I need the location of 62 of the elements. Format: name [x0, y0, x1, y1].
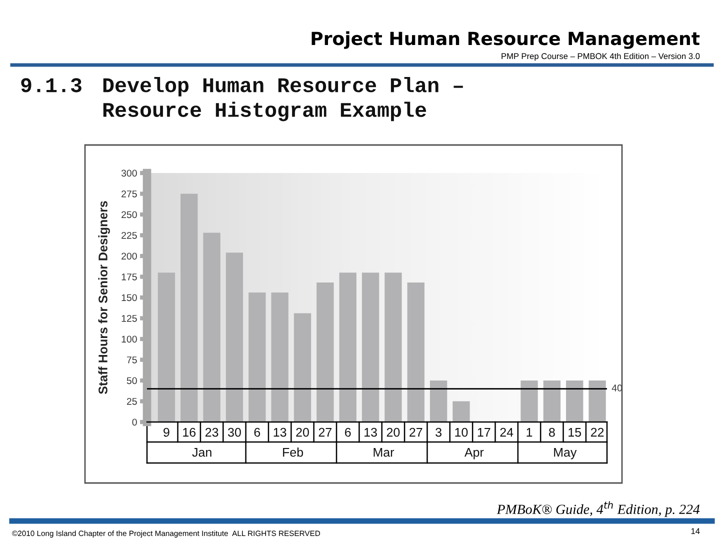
- x2-tick-label: Mar: [374, 448, 394, 457]
- bar: [588, 380, 606, 422]
- y-tick-label: 25: [126, 398, 137, 405]
- x-tick-label: 17: [478, 428, 490, 437]
- y-tick-label: 250: [122, 211, 137, 218]
- x-tick-label: 10: [455, 428, 468, 437]
- x-tick-label: 6: [345, 428, 351, 437]
- bar: [316, 282, 334, 422]
- x-tick-label: 27: [410, 428, 422, 437]
- chart-title: Project Human Resource Management: [312, 31, 700, 49]
- x-tick-label: 1: [526, 428, 532, 437]
- bar: [520, 380, 538, 422]
- x-tick-label: 6: [254, 428, 260, 437]
- chart-subtitle: 9.1.3 Develop Human Resource Plan – Resource Histogram Example: [21, 77, 463, 122]
- bar: [248, 292, 266, 422]
- x-tick-label: 13: [364, 428, 377, 437]
- x-tick-label: 27: [318, 428, 332, 437]
- y-tick-label: 0: [132, 418, 137, 426]
- y-tick-label: 125: [122, 314, 137, 322]
- x-tick-label: 20: [386, 428, 400, 437]
- y-tick-label: 50: [126, 377, 137, 384]
- bar: [158, 272, 176, 422]
- bar: [180, 194, 198, 422]
- x-tick-label: 30: [228, 428, 241, 437]
- bar: [384, 272, 402, 422]
- bar: [407, 282, 424, 422]
- bar: [430, 380, 448, 422]
- x-tick-label: 9: [164, 428, 170, 437]
- bar: [362, 272, 380, 422]
- x-tick-label: 23: [205, 428, 218, 437]
- bar: [339, 272, 356, 422]
- x2-tick-label: Feb: [283, 448, 304, 457]
- bar: [452, 401, 470, 422]
- y-tick-label: 200: [122, 252, 137, 260]
- x-tick-label: 3: [436, 428, 442, 437]
- x2-tick-label: Apr: [464, 448, 484, 460]
- x-tick-label: 24: [500, 428, 514, 437]
- y-axis-title: Staff Hours for Senior Designers: [98, 201, 110, 394]
- x2-tick-label: May: [554, 448, 577, 460]
- x-tick-label: 20: [296, 428, 309, 437]
- y-tick-label: 275: [122, 190, 137, 198]
- x-tick-label: 16: [183, 428, 196, 437]
- text: 14: [691, 528, 700, 534]
- x-tick-label: 15: [568, 428, 582, 437]
- x-tick-label: 8: [548, 428, 555, 437]
- y-tick-label: 75: [126, 356, 137, 364]
- text: PMP Prep Course – PMBOK 4th Edition – Version 3.0: [502, 52, 700, 61]
- bar: [543, 380, 561, 422]
- bar: [566, 380, 584, 422]
- y-tick-label: 100: [122, 336, 137, 343]
- bar: [203, 232, 220, 422]
- bar: [226, 252, 244, 422]
- x-tick-label: 22: [590, 428, 604, 437]
- bar: [271, 292, 288, 422]
- x2-tick-label: Jan: [192, 448, 212, 457]
- y-tick-label: 150: [122, 294, 137, 302]
- y-tick-label: 175: [122, 274, 137, 280]
- y-tick-label: 225: [122, 232, 137, 239]
- y-tick-label: 300: [121, 170, 137, 177]
- bar: [294, 313, 312, 422]
- text: PMBoK® Guide, 4$^{th}$ Edition, p. 224: [496, 501, 700, 517]
- x-tick-label: 13: [274, 428, 286, 437]
